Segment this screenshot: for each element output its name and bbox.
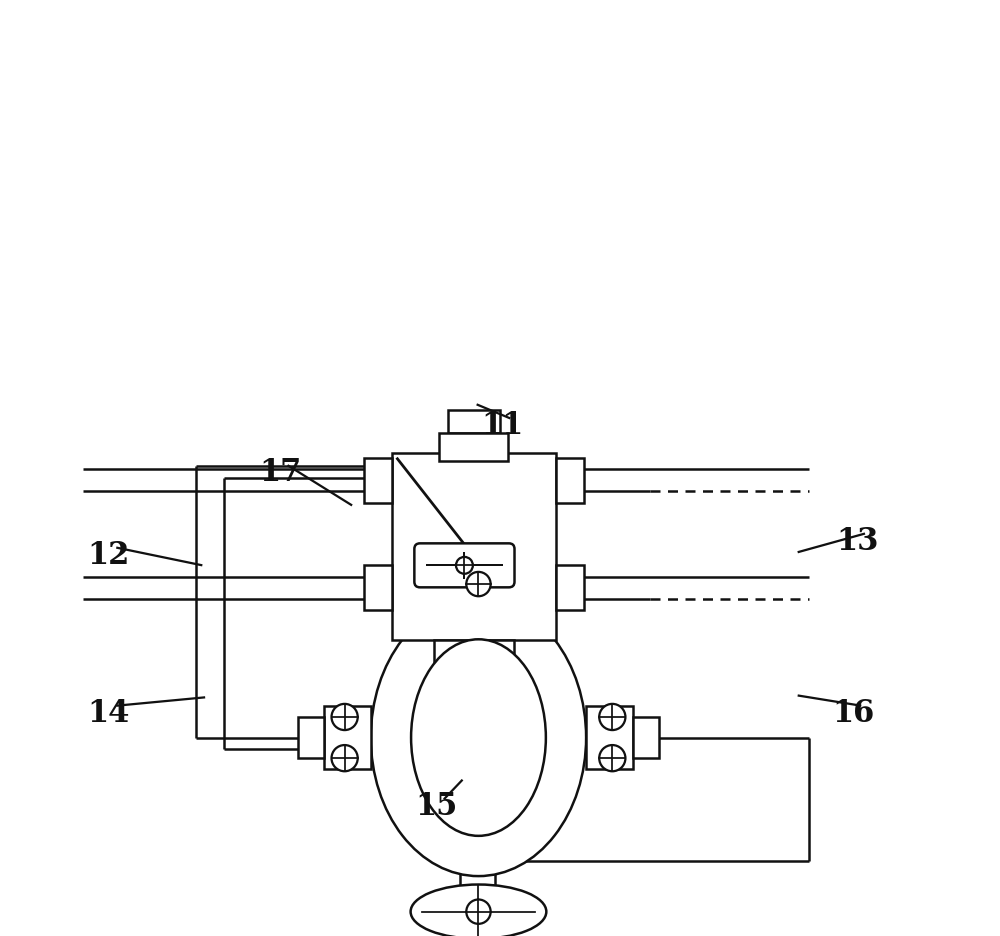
Bar — [324, 706, 371, 769]
Circle shape — [599, 745, 625, 771]
Text: 11: 11 — [482, 410, 524, 442]
Bar — [364, 458, 392, 503]
Ellipse shape — [411, 639, 546, 836]
Circle shape — [466, 572, 491, 596]
Bar — [633, 717, 659, 758]
Bar — [448, 410, 500, 433]
Circle shape — [332, 704, 358, 730]
Circle shape — [332, 745, 358, 771]
Bar — [586, 706, 633, 769]
Text: 14: 14 — [88, 697, 130, 729]
Bar — [298, 717, 324, 758]
Bar — [556, 458, 584, 503]
Bar — [392, 453, 556, 640]
Text: 15: 15 — [415, 791, 457, 823]
Circle shape — [466, 899, 491, 924]
Bar — [447, 676, 501, 704]
Bar — [556, 565, 584, 610]
Ellipse shape — [411, 885, 546, 936]
Text: 12: 12 — [88, 539, 130, 571]
Text: 13: 13 — [836, 525, 879, 557]
Bar — [439, 433, 508, 461]
Ellipse shape — [371, 599, 586, 876]
Circle shape — [456, 557, 473, 574]
FancyBboxPatch shape — [414, 543, 515, 588]
Circle shape — [599, 704, 625, 730]
Text: 17: 17 — [259, 457, 301, 489]
Bar — [364, 565, 392, 610]
Bar — [434, 640, 514, 676]
Text: 16: 16 — [833, 697, 875, 729]
